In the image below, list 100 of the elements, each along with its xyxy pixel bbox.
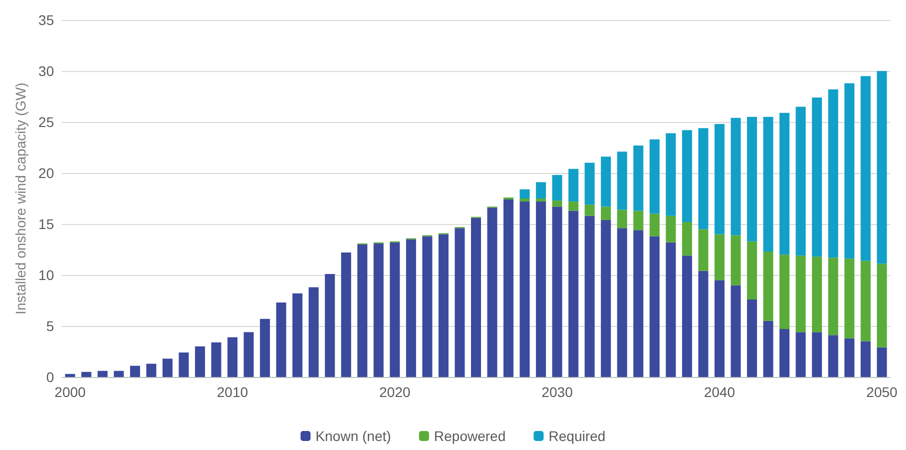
bar [260,318,270,377]
bar [324,274,335,377]
bar [503,197,514,200]
bar [730,285,741,377]
bar [227,337,238,377]
bar [763,116,774,252]
bar [568,210,578,377]
bar [796,256,806,332]
x-tick-label: 2030 [542,384,573,400]
bar [536,198,546,202]
bar [796,332,806,377]
bar [162,358,173,377]
bar [568,168,578,202]
bar [536,182,546,198]
bar [617,210,628,228]
bar [714,280,725,377]
bar [633,145,644,211]
bar [714,124,725,234]
bar [714,234,725,280]
bar [779,254,790,330]
bar [584,204,595,216]
bar [617,228,628,377]
bar [195,346,205,377]
x-tick-label: 2010 [216,384,248,400]
bar [552,206,562,377]
bar [812,332,822,377]
bar [552,200,562,207]
bar [876,347,887,377]
bar [779,112,790,255]
bar [600,220,611,377]
bar [211,342,222,377]
bar [600,206,611,220]
bar [568,202,578,211]
bar [682,130,692,222]
bar [650,139,660,214]
bar [698,229,708,271]
bar [860,260,871,342]
bar [682,256,692,377]
bar [698,128,708,230]
legend-label: Known (net) [316,428,392,444]
bar [747,299,757,377]
bar [471,218,481,377]
bar [796,106,806,256]
x-tick-label: 2050 [866,384,898,400]
bar [520,202,530,377]
bar [698,270,708,377]
bar [357,244,368,377]
bar [844,338,854,377]
bar [178,352,189,377]
bar [422,236,432,377]
bar [876,71,887,264]
bar [666,133,676,216]
bar [828,335,838,377]
bar [308,287,319,377]
bar [487,208,498,377]
y-tick-label: 15 [38,216,54,232]
bar [130,366,140,377]
y-tick-label: 30 [38,63,54,79]
bar [666,216,676,242]
bar [292,293,302,377]
bar [730,235,741,286]
bar [747,116,757,242]
bar [860,76,871,261]
bar [633,210,644,230]
x-tick-label: 2020 [379,384,411,400]
bar [828,89,838,258]
y-tick-label: 0 [46,369,54,385]
bar [666,242,676,377]
bar [65,374,76,377]
bar [650,236,660,377]
bar [552,175,562,201]
y-tick-label: 25 [38,114,54,130]
bar [454,228,465,377]
bar [763,320,774,377]
bar [114,370,124,377]
y-tick-label: 35 [38,12,54,28]
bar [747,241,757,300]
bar [81,372,92,377]
bar [812,256,822,332]
bar [763,252,774,321]
bar [98,370,108,377]
bar [536,202,546,377]
bar [406,239,416,377]
bar [730,118,741,236]
bar [779,329,790,377]
bar [341,252,352,377]
bar [520,198,530,202]
bar [812,98,822,257]
bar [584,162,595,205]
bar [374,243,384,377]
bar [600,156,611,207]
bar [828,258,838,336]
bar [617,152,628,210]
legend-label: Repowered [434,428,506,444]
y-tick-label: 5 [46,318,54,334]
bar [503,200,514,377]
bar [390,242,400,377]
bar [276,302,286,377]
y-axis-title: Installed onshore wind capacity (GW) [12,82,29,314]
x-tick-label: 2040 [704,384,736,400]
